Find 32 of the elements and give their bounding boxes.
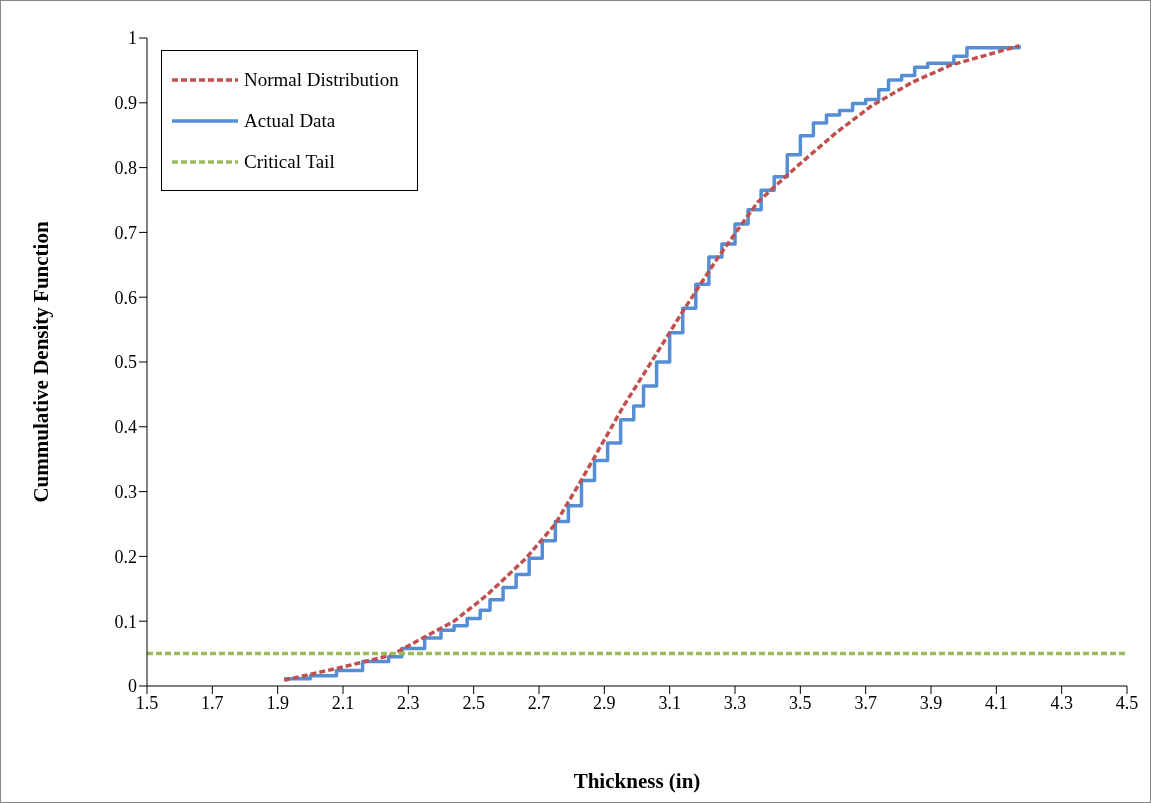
x-axis-title: Thickness (in) (573, 769, 701, 793)
y-tick-label: 0.5 (114, 352, 137, 373)
y-tick-label: 0.4 (114, 417, 137, 438)
x-tick-label: 4.5 (1115, 692, 1139, 713)
y-tick-label: 1 (128, 28, 137, 49)
x-tick-label: 2.1 (331, 692, 355, 713)
x-tick-label: 2.5 (462, 692, 485, 713)
y-tick-label: 0 (128, 676, 137, 697)
x-tick-label: 4.3 (1050, 692, 1073, 713)
y-tick-label: 0.3 (114, 481, 137, 502)
x-tick-label: 3.7 (854, 692, 877, 713)
x-tick-label: 3.3 (723, 692, 747, 713)
x-tick-label: 3.9 (919, 692, 943, 713)
y-axis-title: Cummulative Density Function (29, 221, 54, 503)
y-tick-label: 0.2 (114, 546, 137, 567)
x-tick-label: 1.5 (135, 692, 159, 713)
legend-label: Critical Tail (244, 150, 335, 173)
legend-label: Normal Distribution (244, 68, 399, 91)
x-tick-label: 4.1 (985, 692, 1008, 713)
y-tick-label: 0.1 (114, 611, 137, 632)
y-tick-label: 0.7 (114, 222, 137, 243)
x-tick-label: 1.7 (201, 692, 224, 713)
y-tick-label: 0.6 (114, 287, 137, 308)
y-tick-label: 0.9 (114, 93, 137, 114)
x-tick-label: 2.9 (593, 692, 616, 713)
x-tick-label: 3.5 (789, 692, 812, 713)
legend-label: Actual Data (244, 109, 336, 132)
x-tick-label: 3.1 (658, 692, 681, 713)
x-tick-label: 2.3 (397, 692, 420, 713)
x-tick-label: 2.7 (527, 692, 551, 713)
y-tick-label: 0.8 (114, 157, 137, 178)
x-tick-label: 1.9 (266, 692, 289, 713)
